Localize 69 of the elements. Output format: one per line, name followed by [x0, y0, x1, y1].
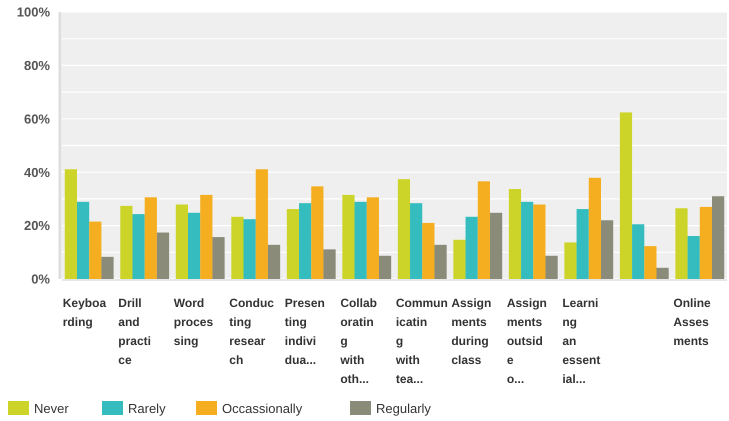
bar — [675, 208, 688, 279]
bar — [144, 197, 157, 279]
bar — [453, 240, 466, 279]
legend-label: Never — [34, 401, 70, 416]
x-tick-label: Online Asses ments — [673, 296, 712, 348]
bar — [632, 224, 644, 279]
bar — [176, 204, 188, 279]
bar — [378, 256, 392, 279]
bar — [132, 214, 145, 279]
x-tick-label: Conduc ting resear ch — [229, 296, 274, 367]
bar — [398, 179, 410, 279]
bar — [200, 194, 212, 279]
bar — [268, 244, 280, 279]
y-tick-label: 80% — [24, 58, 50, 73]
bar — [700, 206, 712, 279]
bar — [231, 216, 244, 279]
y-tick-label: 40% — [24, 164, 50, 180]
bar — [564, 242, 577, 279]
x-tick-label: Collab oratin g with oth... — [339, 296, 377, 386]
bar — [354, 202, 367, 279]
bar — [101, 256, 114, 279]
bar — [422, 222, 434, 279]
y-tick-label: 0% — [31, 272, 50, 287]
x-tick-label: Assign ments outsid e o... — [506, 296, 547, 386]
bar — [323, 249, 336, 279]
bar — [588, 178, 601, 279]
bar — [286, 209, 300, 279]
bar — [366, 197, 379, 279]
bar — [212, 237, 225, 279]
legend-label: Occassionally — [222, 401, 303, 416]
x-tick-label: Learni ng an essent ial... — [562, 296, 600, 386]
bar — [256, 169, 268, 279]
bar — [311, 186, 324, 279]
bar — [600, 220, 614, 279]
bar — [244, 219, 256, 279]
y-tick-label: 60% — [24, 111, 50, 126]
bar — [76, 202, 90, 279]
bar — [656, 268, 669, 279]
x-tick-label: Presen ting indivi dua... — [284, 296, 325, 367]
bar — [712, 196, 724, 279]
bar — [521, 202, 534, 279]
legend-label: Regularly — [376, 401, 432, 416]
bar — [620, 112, 632, 279]
bar — [576, 209, 589, 279]
bar — [299, 203, 312, 279]
bar — [64, 169, 77, 279]
bar — [508, 189, 522, 279]
x-tick-label: Keyboa rding — [62, 296, 106, 329]
bar — [466, 216, 478, 279]
bar — [120, 206, 132, 279]
bar — [533, 204, 546, 279]
bar — [89, 222, 102, 279]
bar — [545, 256, 558, 279]
bar — [342, 194, 355, 279]
bar — [188, 212, 200, 279]
y-tick-label: 20% — [24, 218, 50, 234]
bar — [410, 203, 422, 279]
x-tick-label: Drill and practi ce — [118, 296, 151, 367]
x-tick-label: Assign ments during class — [451, 296, 492, 367]
bar — [434, 244, 447, 279]
bar — [490, 212, 502, 279]
x-tick-label: Word proces sing — [174, 296, 214, 348]
bar — [478, 181, 490, 279]
x-tick-label: Commun icatin g with tea... — [394, 296, 448, 386]
bar — [688, 236, 700, 279]
y-tick-label: 100% — [16, 4, 50, 20]
bar — [156, 232, 170, 279]
bar — [644, 246, 657, 279]
legend-label: Rarely — [128, 401, 166, 416]
